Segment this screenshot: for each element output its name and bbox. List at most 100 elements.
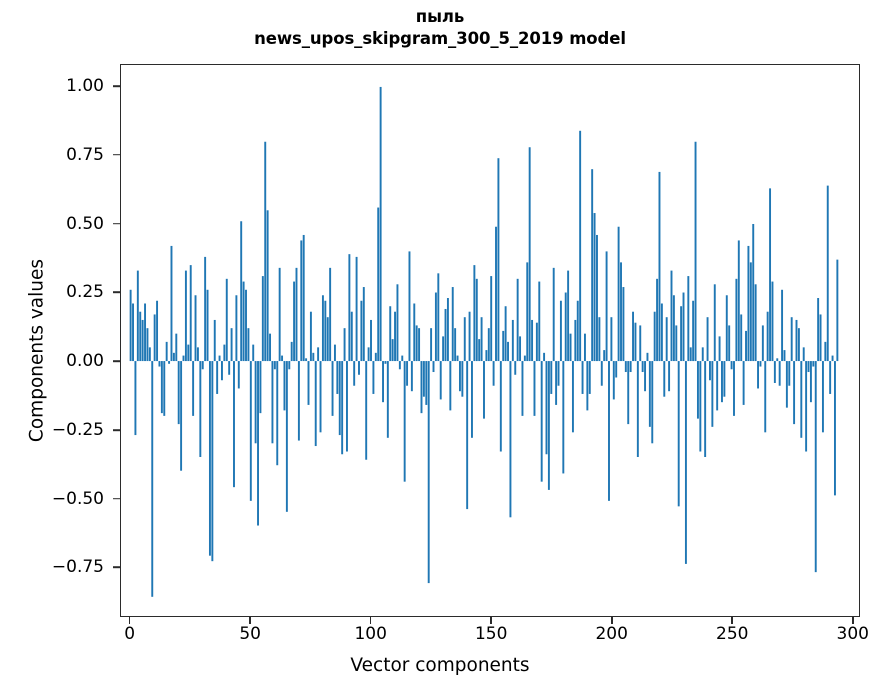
bar	[233, 361, 235, 488]
bar	[519, 336, 522, 362]
bar	[367, 347, 370, 362]
bar	[550, 361, 553, 394]
bar	[182, 355, 185, 362]
bar	[348, 254, 351, 362]
bar	[360, 300, 363, 362]
x-tick-mark	[731, 617, 734, 624]
x-tick-label: 50	[239, 624, 261, 644]
bar	[547, 361, 550, 490]
bar	[596, 234, 598, 362]
bar	[817, 298, 820, 362]
bar	[509, 361, 512, 518]
bar	[783, 350, 786, 362]
bar	[384, 361, 387, 364]
bar	[382, 361, 384, 403]
bar	[773, 361, 776, 383]
bar	[790, 317, 793, 362]
bar	[172, 352, 175, 362]
bar	[624, 361, 627, 373]
bar	[343, 328, 346, 362]
bar	[458, 361, 461, 392]
bar	[148, 347, 151, 362]
x-tick-label: 300	[836, 624, 869, 644]
bar	[285, 361, 288, 512]
bar	[305, 358, 308, 362]
bar	[403, 361, 406, 482]
bar	[237, 361, 240, 389]
bar	[620, 262, 622, 362]
bar	[564, 292, 567, 362]
bar	[425, 361, 428, 405]
bar	[769, 188, 772, 362]
bar	[261, 276, 264, 362]
bar	[271, 361, 274, 444]
bar	[788, 361, 791, 386]
bar	[410, 361, 413, 392]
bar	[704, 361, 707, 457]
bar	[591, 169, 594, 362]
bar	[350, 311, 353, 362]
x-tick-mark	[490, 617, 492, 624]
bar	[555, 361, 558, 405]
bar-series-canvas	[129, 86, 839, 597]
bar	[761, 325, 764, 362]
chart-title: пыль	[415, 7, 465, 26]
bar	[295, 267, 298, 362]
bar	[331, 361, 334, 416]
bar	[158, 361, 161, 367]
bar	[528, 147, 531, 362]
y-tick-label: 0.50	[66, 213, 104, 234]
bar	[314, 361, 317, 447]
bar	[680, 306, 683, 362]
bar	[540, 361, 543, 482]
bar	[144, 303, 147, 362]
bar	[478, 339, 481, 362]
bar	[396, 284, 399, 362]
bar	[831, 355, 834, 362]
plot-axes	[120, 64, 860, 617]
bar	[641, 361, 644, 373]
x-tick-label: 0	[124, 624, 136, 644]
bar	[439, 361, 442, 400]
bar	[461, 361, 464, 397]
bar	[201, 361, 204, 370]
bar	[230, 328, 233, 362]
bar	[699, 361, 702, 452]
bar	[163, 361, 166, 416]
x-axis-label: Vector components	[350, 655, 530, 676]
bar	[413, 303, 416, 362]
bar	[608, 361, 610, 501]
bar	[586, 361, 589, 411]
bar	[168, 361, 171, 364]
bar	[733, 361, 735, 416]
bar	[208, 361, 211, 556]
bar	[711, 361, 714, 427]
bar	[629, 361, 632, 373]
bar	[571, 361, 574, 433]
bar	[297, 361, 300, 441]
bar	[576, 300, 579, 362]
y-tick-mark	[113, 291, 120, 294]
bar	[684, 361, 687, 564]
bar	[802, 347, 805, 362]
bar	[567, 270, 570, 362]
bar	[336, 361, 339, 394]
bar	[370, 319, 372, 362]
bar	[213, 319, 216, 362]
bar	[394, 311, 397, 362]
bar	[511, 319, 514, 362]
bar	[449, 361, 452, 411]
bar	[259, 361, 262, 414]
bar	[696, 361, 699, 419]
bar	[480, 317, 483, 362]
bar	[687, 276, 690, 362]
bar	[605, 251, 608, 362]
bar	[737, 240, 740, 362]
bar	[764, 361, 767, 433]
bar	[819, 314, 822, 362]
bar	[151, 361, 154, 597]
bar	[600, 361, 603, 386]
bar	[319, 361, 322, 433]
bar	[593, 213, 596, 362]
